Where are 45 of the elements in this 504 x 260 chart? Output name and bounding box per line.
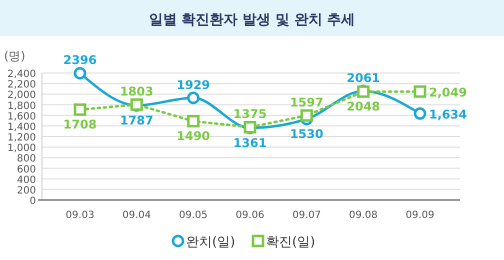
point [74, 103, 86, 116]
data-label: 1361 [233, 136, 267, 150]
data-label: 2396 [63, 53, 97, 68]
point [187, 92, 200, 104]
point [187, 114, 200, 128]
data-label: 1708 [63, 118, 97, 132]
y-tick-label: 1,400 [7, 122, 36, 133]
point [414, 85, 426, 98]
data-label: 1787 [120, 113, 154, 128]
legend-label: 확진(일) [266, 235, 316, 250]
y-axis-title: (명) [4, 49, 26, 63]
y-tick-label: 2,400 [7, 69, 36, 80]
y-tick-label: 1,200 [7, 132, 36, 144]
point [74, 66, 86, 80]
data-label: 2,049 [429, 86, 467, 100]
data-label: 1597 [290, 95, 324, 110]
data-label: 2048 [346, 100, 380, 114]
data-label: 1,634 [429, 108, 467, 122]
y-tick-label: 200 [16, 185, 36, 196]
point [414, 107, 426, 120]
data-label: 1375 [233, 107, 267, 122]
x-tick-label: 09.07 [292, 210, 321, 221]
x-tick-label: 09.09 [406, 210, 434, 221]
x-tick-label: 09.08 [349, 210, 378, 221]
x-tick-label: 09.05 [179, 210, 208, 221]
y-tick-label: 0 [30, 196, 36, 207]
x-tick-label: 09.04 [122, 210, 151, 221]
y-tick-label: 2,000 [7, 90, 36, 102]
data-label: 1490 [176, 129, 210, 144]
y-tick-label: 1,800 [7, 100, 36, 112]
y-tick-label: 800 [16, 154, 36, 165]
data-label: 1929 [176, 78, 210, 92]
y-tick-label: 2,200 [7, 80, 36, 91]
chart-title: 일별 확진환자 발생 및 완치 추세 [148, 12, 356, 28]
y-tick-label: 1,000 [7, 143, 36, 154]
point [300, 109, 313, 122]
data-label: 1803 [120, 84, 154, 99]
legend-label: 완치(일) [186, 235, 236, 250]
data-label: 1530 [290, 127, 324, 142]
y-tick-label: 400 [16, 174, 36, 186]
x-tick-label: 09.06 [236, 210, 264, 221]
y-tick-label: 1,600 [7, 111, 36, 122]
y-tick-label: 600 [16, 164, 36, 176]
x-tick-label: 09.03 [66, 210, 94, 221]
data-label: 2061 [346, 70, 380, 85]
